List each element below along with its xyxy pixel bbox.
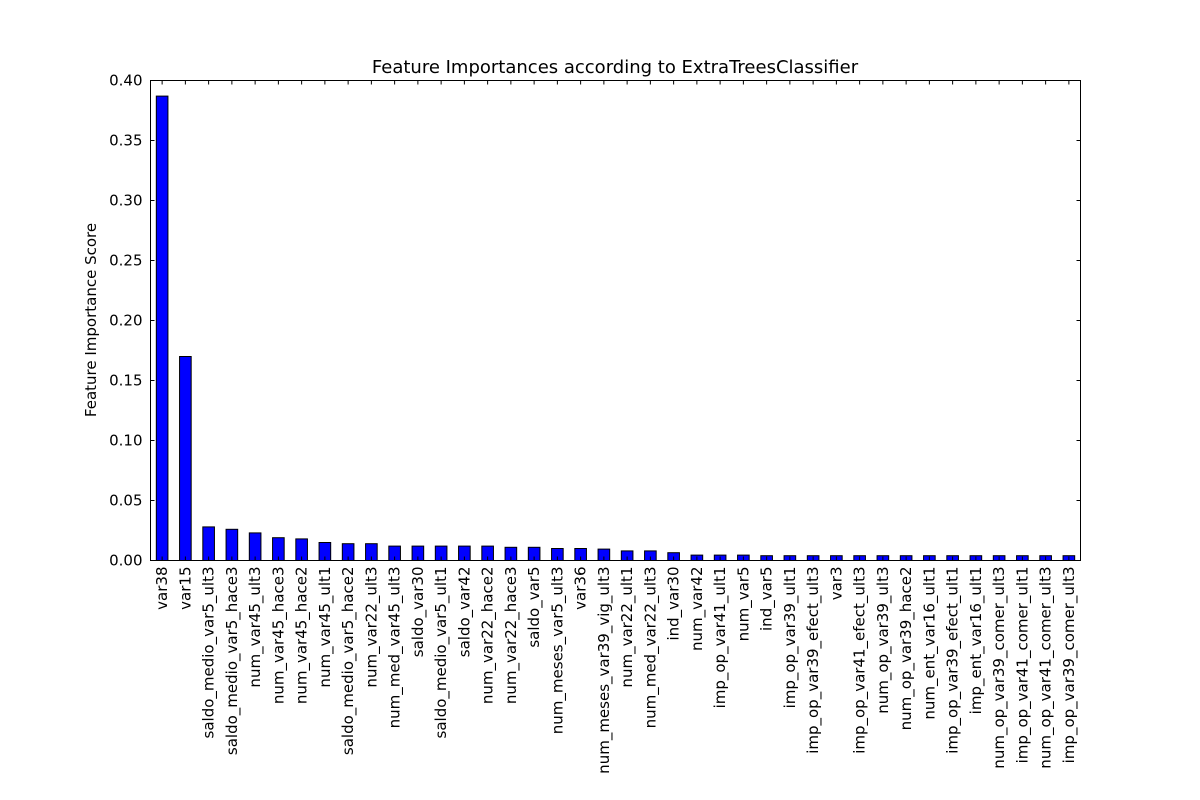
x-tick-label: num_var5: [734, 567, 753, 642]
x-tick-label: saldo_medio_var5_hace2: [339, 567, 358, 756]
x-tick-label: num_var45_hace3: [269, 567, 288, 705]
x-tick-label: ind_var30: [665, 567, 684, 641]
x-tick-label: num_var45_ult1: [316, 567, 335, 688]
x-tick-label: num_var45_ult3: [246, 567, 265, 688]
x-tick-label: imp_op_var39_efect_ult3: [804, 567, 823, 754]
x-tick-label: num_var42: [688, 567, 707, 651]
y-tick-label: 0.15: [109, 372, 142, 390]
x-tick-label: saldo_medio_var5_ult1: [432, 567, 451, 739]
x-tick-label: var36: [572, 567, 590, 610]
y-tick-label: 0.40: [109, 72, 142, 90]
x-tick-label: saldo_var42: [455, 567, 474, 658]
y-tick-label: 0.05: [109, 492, 142, 510]
bars-group: [155, 95, 1076, 562]
x-tick-label: var3: [827, 567, 845, 601]
x-tick-label: imp_op_var39_comer_ult3: [1060, 567, 1079, 764]
x-tick-label: num_var22_ult1: [618, 567, 637, 688]
plot-frame: [150, 80, 1081, 561]
x-tick-label: imp_op_var41_ult1: [711, 567, 730, 709]
x-tick-label: saldo_medio_var5_ult3: [200, 567, 219, 739]
y-axis: 0.00 0.05 0.10 0.15 0.20 0.25 0.30 0.35 0.40: [109, 72, 1081, 570]
x-tick-label: num_var22_hace2: [479, 567, 498, 705]
bar-var15: [179, 356, 192, 561]
y-tick-label: 0.30: [109, 192, 142, 210]
y-tick-label: 0.00: [109, 552, 142, 570]
x-tick-label: saldo_var5: [525, 567, 544, 648]
x-tick-label: num_op_var41_comer_ult3: [1037, 567, 1056, 769]
chart-title: Feature Importances according to ExtraTr…: [372, 57, 859, 78]
x-tick-label: num_meses_var39_vig_ult3: [595, 567, 614, 774]
x-tick-label: imp_op_var41_efect_ult3: [851, 567, 870, 754]
x-tick-label: num_var45_hace2: [293, 567, 312, 705]
y-tick-label: 0.25: [109, 252, 142, 270]
x-tick-label: var38: [153, 567, 171, 610]
x-tick-label: imp_ent_var16_ult1: [967, 567, 986, 715]
x-tick-label: num_op_var39_hace2: [897, 567, 916, 731]
y-tick-label: 0.35: [109, 132, 142, 150]
y-tick-label: 0.10: [109, 432, 142, 450]
x-tick-label: saldo_var30: [409, 567, 428, 658]
bar-saldo_medio_var5_hace3: [225, 528, 239, 561]
x-tick-label: num_med_var22_ult3: [641, 567, 660, 729]
x-tick-label: num_med_var45_ult3: [386, 567, 405, 729]
x-axis: var38 var15 saldo_medio_var5_ult3 saldo_med…: [153, 80, 1079, 774]
x-tick-label: num_ent_var16_ult1: [920, 567, 939, 720]
x-tick-label: ind_var5: [758, 567, 777, 631]
x-tick-label: saldo_medio_var5_hace3: [223, 567, 242, 756]
x-tick-label: var15: [176, 567, 194, 610]
y-tick-label: 0.20: [109, 312, 142, 330]
bar-var38: [155, 95, 169, 561]
x-tick-label: num_op_var39_ult3: [874, 567, 893, 714]
x-tick-label: imp_op_var41_comer_ult1: [1013, 567, 1032, 764]
bar-saldo_medio_var5_ult3: [202, 526, 215, 562]
x-tick-label: num_var22_hace3: [502, 567, 521, 705]
x-tick-label: num_meses_var5_ult3: [548, 567, 567, 735]
bar-num_var45_ult3: [248, 532, 262, 562]
x-tick-label: imp_op_var39_efect_ult1: [944, 567, 963, 754]
y-axis-label: Feature Importance Score: [82, 223, 100, 417]
x-tick-label: imp_op_var39_ult1: [781, 567, 800, 709]
x-tick-label: num_var22_ult3: [362, 567, 381, 688]
x-tick-label: num_op_var39_comer_ult3: [990, 567, 1009, 769]
